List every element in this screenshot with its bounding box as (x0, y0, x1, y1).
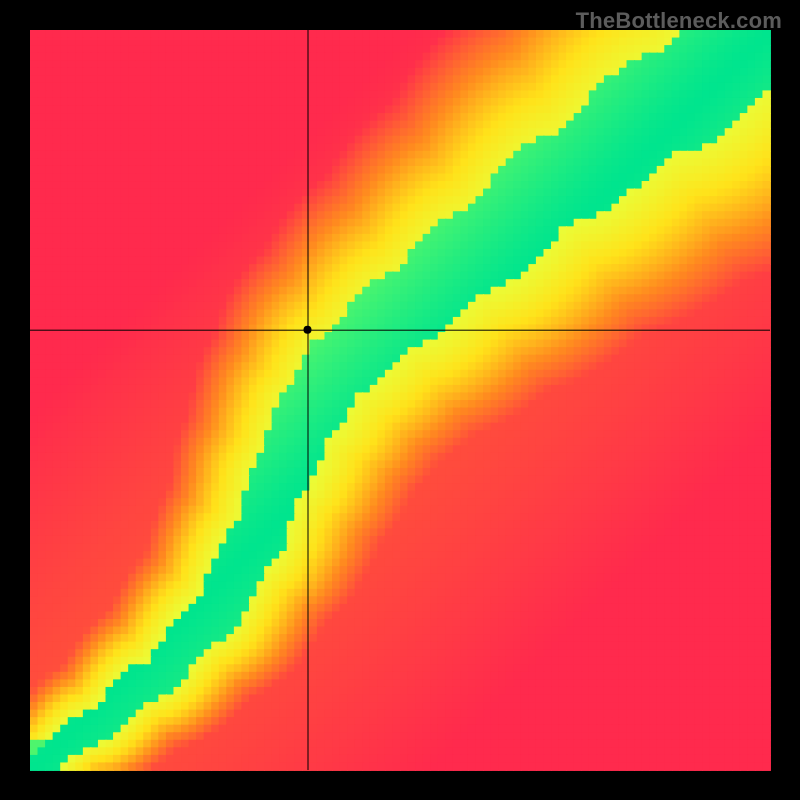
bottleneck-heatmap (0, 0, 800, 800)
chart-container: TheBottleneck.com (0, 0, 800, 800)
watermark-text: TheBottleneck.com (576, 8, 782, 34)
